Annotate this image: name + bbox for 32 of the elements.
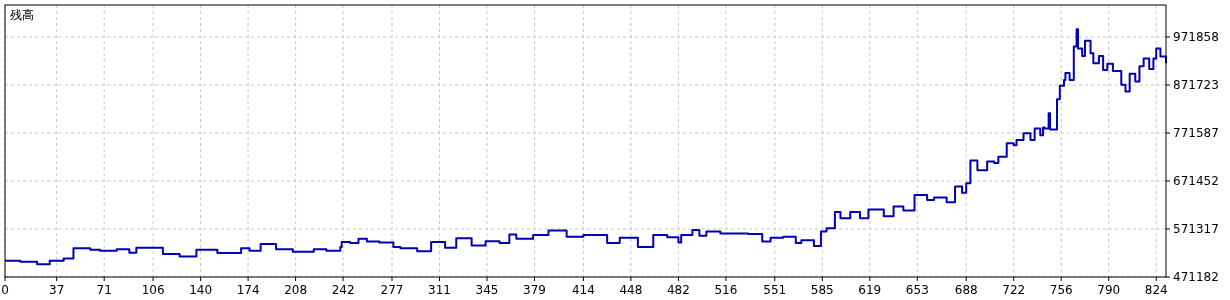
x-tick-label: 448 — [619, 283, 643, 297]
y-tick-label: 471182 — [1173, 270, 1219, 285]
x-tick-label: 653 — [905, 283, 929, 297]
x-tick-label: 277 — [380, 283, 404, 297]
x-tick-label: 790 — [1097, 283, 1121, 297]
x-tick-label: 619 — [858, 283, 882, 297]
x-tick-label: 208 — [284, 283, 308, 297]
x-tick-label: 756 — [1049, 283, 1073, 297]
x-tick-label: 379 — [523, 283, 546, 297]
x-tick-label: 516 — [714, 283, 738, 297]
x-tick-label: 174 — [236, 283, 260, 297]
y-tick-label: 771587 — [1173, 126, 1219, 141]
x-tick-label: 311 — [428, 283, 451, 297]
x-tick-label: 106 — [141, 283, 165, 297]
y-tick-label: 571317 — [1173, 222, 1219, 237]
x-tick-label: 482 — [666, 283, 690, 297]
x-tick-label: 414 — [571, 283, 595, 297]
chart-title: 残高 — [10, 8, 34, 22]
x-tick-label: 722 — [1002, 283, 1026, 297]
y-tick-label: 871723 — [1173, 78, 1219, 93]
x-tick-label: 0 — [1, 283, 9, 297]
x-tick-label: 585 — [810, 283, 834, 297]
x-tick-label: 551 — [763, 283, 787, 297]
y-tick-label: 971858 — [1173, 30, 1219, 45]
x-tick-label: 140 — [189, 283, 213, 297]
x-tick-label: 345 — [475, 283, 499, 297]
x-tick-label: 824 — [1144, 283, 1168, 297]
x-tick-label: 37 — [49, 283, 65, 297]
x-tick-label: 688 — [954, 283, 978, 297]
y-tick-label: 671452 — [1173, 174, 1219, 189]
x-tick-label: 71 — [96, 283, 112, 297]
x-tick-label: 242 — [331, 283, 355, 297]
